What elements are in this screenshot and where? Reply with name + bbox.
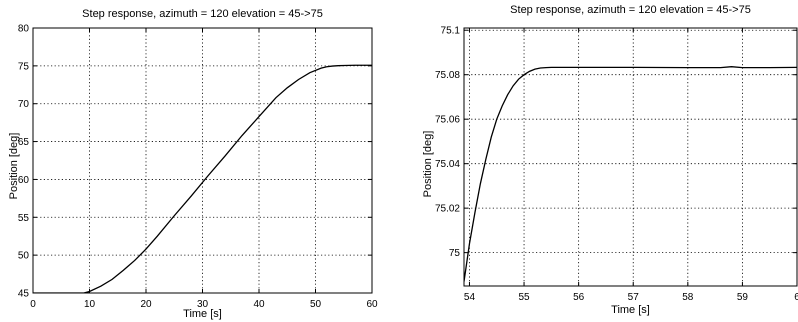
y-tick-label: 80: [18, 24, 30, 35]
y-axis-label: Position [deg]: [422, 131, 434, 198]
y-tick-label: 60: [18, 175, 30, 186]
x-tick-label: 57: [628, 292, 640, 303]
grid: [33, 28, 372, 293]
x-tick-label: 40: [253, 299, 265, 310]
y-tick-label: 70: [18, 99, 30, 110]
plot-frame: [463, 27, 798, 287]
y-tick-label: 75.02: [435, 204, 460, 215]
x-tick-label: 20: [140, 299, 152, 310]
plot-frame: [32, 27, 373, 294]
x-axis-label: Time [s]: [611, 304, 650, 316]
x-tick-label: 54: [464, 292, 476, 303]
y-tick-label: 45: [18, 289, 30, 300]
y-tick-label: 75.04: [435, 159, 460, 170]
chart-title: Step response, azimuth = 120 elevation =…: [82, 8, 323, 20]
x-tick-label: 0: [30, 299, 36, 310]
x-tick-label: 6: [794, 292, 798, 303]
y-tick-label: 75: [449, 248, 461, 259]
x-tick-label: 59: [737, 292, 749, 303]
x-tick-label: 10: [84, 299, 96, 310]
y-tick-label: 75.06: [435, 115, 460, 126]
y-tick-label: 75.1: [441, 26, 461, 37]
chart-panel-1: 0 10 20 30 40 50 60 45 50 55 60 65 70 75 80 Step respon…: [8, 8, 378, 320]
y-tick-label: 55: [18, 213, 30, 224]
x-tick-label: 60: [366, 299, 378, 310]
y-tick-label: 75.08: [435, 70, 460, 81]
x-tick-label: 55: [518, 292, 530, 303]
chart-panel-2: 54 55 56 57 58 59 6 75 75.02 75.04 75.06 75.08 75.1 S…: [422, 4, 798, 316]
x-tick-label: 50: [310, 299, 322, 310]
series-line: [464, 66, 797, 282]
y-tick-label: 50: [18, 251, 30, 262]
chart-title: Step response, azimuth = 120 elevation =…: [510, 4, 751, 16]
grid: [464, 28, 797, 286]
y-tick-label: 75: [18, 61, 30, 72]
x-tick-label: 56: [573, 292, 585, 303]
x-tick-label: 58: [682, 292, 694, 303]
x-axis-label: Time [s]: [183, 308, 222, 320]
y-axis-label: Position [deg]: [8, 133, 20, 200]
y-tick-label: 65: [18, 137, 30, 148]
series-line: [33, 64, 372, 293]
x-tick-label: 30: [197, 299, 209, 310]
